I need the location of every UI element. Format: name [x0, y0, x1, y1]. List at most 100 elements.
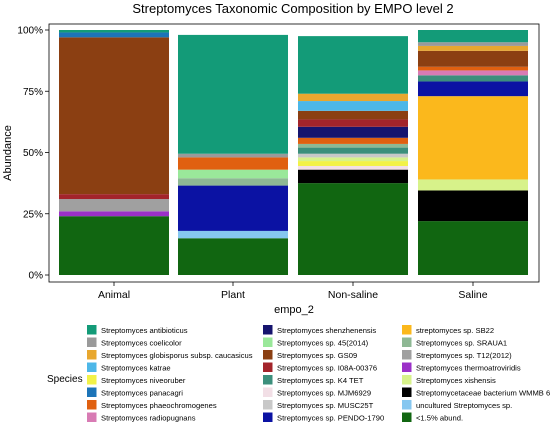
- legend-label-1-5-abund: <1.5% abund.: [416, 414, 463, 423]
- bar-segment-saline-streptomyces-sp-sb22: [418, 96, 528, 180]
- bar-segment-non-saline-streptomyces-xishensis: [298, 157, 408, 162]
- y-tick-label: 75%: [23, 87, 43, 98]
- y-tick-label: 100%: [17, 26, 43, 37]
- x-tick-label-plant: Plant: [221, 289, 245, 301]
- bar-segment-saline-streptomyces-radiopugnans: [418, 70, 528, 76]
- legend-label-streptomyces-sp-k4-tet: Streptomyces sp. K4 TET: [277, 376, 364, 385]
- legend-label-streptomyces-niveoruber: Streptomyces niveoruber: [101, 376, 186, 385]
- legend-label-streptomyces-sp-gs09: Streptomyces sp. GS09: [277, 351, 357, 360]
- legend-label-streptomyces-sp-pendo-1790: Streptomyces sp. PENDO-1790: [277, 414, 384, 423]
- bar-segment-plant-streptomyces-sp-sraua1: [178, 178, 288, 186]
- legend-swatch-streptomyces-sp-t12-2012: [402, 350, 412, 360]
- bar-segment-non-saline-streptomyces-niveoruber: [298, 161, 408, 166]
- legend-label-streptomyces-antibioticus: Streptomyces antibioticus: [101, 326, 188, 335]
- x-tick-label-animal: Animal: [98, 289, 130, 301]
- bar-segment-non-saline-streptomyces-sp-sraua1: [298, 143, 408, 148]
- bar-segment-saline-streptomyces-sp-k4-tet: [418, 75, 528, 82]
- legend-swatch-streptomyces-radiopugnans: [87, 412, 97, 422]
- legend-label-uncultured-streptomyces-sp: uncultured Streptomyces sp.: [416, 401, 512, 410]
- legend-title: Species: [47, 374, 83, 385]
- bar-segment-animal-streptomyces-thermoatroviridis: [59, 211, 169, 217]
- legend-swatch-streptomyces-sp-pendo-1790: [263, 412, 273, 422]
- bar-segment-saline-streptomyces-coelicolor: [418, 42, 528, 46]
- legend-label-streptomyces-thermoatroviridis: Streptomyces thermoatroviridis: [416, 364, 521, 373]
- bar-segment-saline-streptomyces-sp-pendo-1790: [418, 81, 528, 97]
- y-tick-label: 0%: [29, 271, 44, 282]
- bar-segment-saline-streptomyces-globisporus-subsp-caucasicus: [418, 45, 528, 51]
- bar-segment-non-saline-streptomyces-sp-mjm6929: [298, 165, 408, 170]
- bar-segment-non-saline-streptomycetaceae-bacterium-wmmb-665: [298, 169, 408, 184]
- bar-segment-non-saline-streptomyces-shenzhenensis: [298, 126, 408, 138]
- legend-swatch-streptomyces-sp-k4-tet: [263, 375, 273, 385]
- bar-segment-non-saline-streptomyces-globisporus-subsp-caucasicus: [298, 93, 408, 102]
- bar-stacks: [59, 30, 528, 275]
- y-tick-label: 50%: [23, 148, 43, 159]
- legend-swatch-streptomyces-katrae: [87, 362, 97, 372]
- bar-segment-plant-1-5-abund: [178, 238, 288, 275]
- y-axis-label: Abundance: [2, 125, 14, 181]
- bar-segment-non-saline-streptomyces-sp-gs09: [298, 110, 408, 120]
- legend-swatch-1-5-abund: [402, 412, 412, 422]
- legend-label-streptomyces-katrae: Streptomyces katrae: [101, 364, 171, 373]
- legend-label-streptomyces-xishensis: Streptomyces xishensis: [416, 376, 496, 385]
- legend-label-streptomyces-sp-t12-2012: Streptomyces sp. T12(2012): [416, 351, 512, 360]
- legend-swatch-streptomyces-sp-sb22: [402, 325, 412, 335]
- bar-segment-animal-1-5-abund: [59, 216, 169, 275]
- legend-label-streptomyces-phaeochromogenes: Streptomyces phaeochromogenes: [101, 401, 217, 410]
- bar-segment-animal-streptomyces-sp-gs09: [59, 37, 169, 195]
- legend-items: Streptomyces antibioticus Streptomyces co…: [87, 325, 550, 423]
- bar-segment-non-saline-streptomyces-phaeochromogenes: [298, 137, 408, 144]
- bar-segment-saline-streptomyces-antibioticus: [418, 30, 528, 43]
- legend: Species Streptomyces antibioticusStrepto…: [47, 325, 550, 423]
- legend-swatch-streptomyces-globisporus-subsp-caucasicus: [87, 350, 97, 360]
- bar-segment-animal-streptomyces-sp-i08a-00376: [59, 194, 169, 200]
- legend-swatch-streptomyces-sp-i08a-00376: [263, 362, 273, 372]
- legend-label-streptomyces-sp-i08a-00376: Streptomyces sp. I08A-00376: [277, 364, 377, 373]
- bar-segment-non-saline-streptomyces-antibioticus: [298, 36, 408, 94]
- legend-swatch-streptomyces-panacagri: [87, 387, 97, 397]
- bar-segment-animal-streptomyces-panacagri: [59, 32, 169, 38]
- legend-swatch-streptomyces-xishensis: [402, 375, 412, 385]
- bar-segment-plant-uncultured-streptomyces-sp: [178, 230, 288, 239]
- legend-swatch-streptomyces-niveoruber: [87, 375, 97, 385]
- legend-swatch-streptomycetaceae-bacterium-wmmb-665: [402, 387, 412, 397]
- legend-label-streptomyces-shenzhenensis: Streptomyces shenzhenensis: [277, 326, 376, 335]
- legend-label-streptomyces-radiopugnans: Streptomyces radiopugnans: [101, 414, 196, 423]
- x-tick-label-saline: Saline: [458, 289, 487, 301]
- legend-swatch-streptomyces-antibioticus: [87, 325, 97, 335]
- bar-segment-non-saline-streptomyces-sp-i08a-00376: [298, 119, 408, 127]
- legend-swatch-streptomyces-sp-musc25t: [263, 400, 273, 410]
- bar-segment-saline-streptomyces-xishensis: [418, 179, 528, 191]
- x-axis-label: empo_2: [274, 304, 314, 316]
- legend-swatch-streptomyces-sp-gs09: [263, 350, 273, 360]
- legend-label-streptomyces-sp-musc25t: Streptomyces sp. MUSC25T: [277, 401, 374, 410]
- x-tick-label-non-saline: Non-saline: [328, 289, 378, 301]
- bar-segment-non-saline-streptomyces-katrae: [298, 101, 408, 111]
- bar-segment-non-saline-1-5-abund: [298, 183, 408, 275]
- legend-swatch-streptomyces-coelicolor: [87, 337, 97, 347]
- legend-swatch-streptomyces-shenzhenensis: [263, 325, 273, 335]
- legend-label-streptomyces-panacagri: Streptomyces panacagri: [101, 389, 183, 398]
- bar-segment-animal-streptomyces-antibioticus: [59, 30, 169, 33]
- legend-label-streptomyces-sp-sraua1: Streptomyces sp. SRAUA1: [416, 339, 507, 348]
- legend-swatch-streptomyces-phaeochromogenes: [87, 400, 97, 410]
- bar-segment-plant-streptomyces-sp-pendo-1790: [178, 185, 288, 231]
- bar-segment-plant-streptomyces-antibioticus: [178, 34, 288, 154]
- legend-swatch-streptomyces-thermoatroviridis: [402, 362, 412, 372]
- legend-label-streptomycetaceae-bacterium-wmmb-665: Streptomycetaceae bacterium WMMB 665: [416, 389, 550, 398]
- bar-segment-saline-streptomycetaceae-bacterium-wmmb-665: [418, 190, 528, 222]
- x-axis: Animal Plant Non-saline Saline: [98, 282, 488, 301]
- bar-segment-non-saline-streptomyces-sp-musc25t: [298, 153, 408, 158]
- legend-swatch-uncultured-streptomyces-sp: [402, 400, 412, 410]
- legend-swatch-streptomyces-sp-45-2014: [263, 337, 273, 347]
- bar-segment-plant-streptomyces-phaeochromogenes: [178, 157, 288, 170]
- chart-title: Streptomyces Taxonomic Composition by EM…: [132, 1, 453, 16]
- y-tick-label: 25%: [23, 209, 43, 220]
- bar-segment-plant-streptomyces-sp-45-2014: [178, 169, 288, 179]
- legend-label-streptomyces-sp-sb22: streptomyces sp. SB22: [416, 326, 494, 335]
- legend-swatch-streptomyces-sp-sraua1: [402, 337, 412, 347]
- legend-label-streptomyces-globisporus-subsp-caucasicus: Streptomyces globisporus subsp. caucasic…: [101, 351, 253, 360]
- legend-label-streptomyces-sp-45-2014: Streptomyces sp. 45(2014): [277, 339, 369, 348]
- legend-label-streptomyces-sp-mjm6929: Streptomyces sp. MJM6929: [277, 389, 371, 398]
